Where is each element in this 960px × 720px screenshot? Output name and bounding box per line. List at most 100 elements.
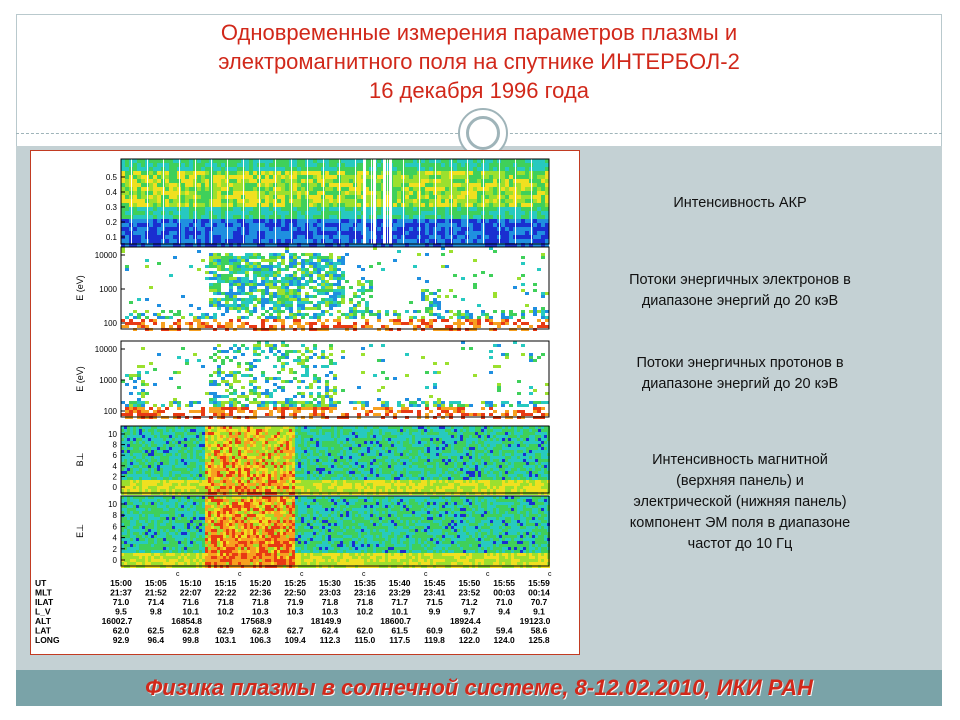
cusp-marker: c: [238, 571, 242, 578]
table-cell: 117.5: [389, 635, 410, 645]
table-cell: 23:03: [319, 588, 341, 598]
table-cell: 62.8: [182, 626, 199, 636]
table-cell: 58.6: [531, 626, 548, 636]
table-cell: 71.7: [391, 597, 408, 607]
table-cell: 9.9: [429, 607, 441, 617]
y-tick-label-e_perp: 2: [113, 545, 118, 554]
table-cell: 62.4: [322, 626, 339, 636]
y-tick-label-b_perp: 8: [113, 441, 118, 450]
table-cell: 122.0: [459, 635, 481, 645]
table-cell: 23:41: [424, 588, 446, 598]
table-cell: 106.3: [250, 635, 272, 645]
table-cell: 124.0: [494, 635, 516, 645]
table-row-name: LAT: [35, 626, 52, 636]
table-cell: 15:15: [215, 578, 237, 588]
cusp-marker: c: [424, 571, 428, 578]
table-cell: 16854.8: [171, 616, 202, 626]
y-tick-label-e_perp: 10: [108, 500, 117, 509]
y-tick-label-b_perp: 10: [108, 430, 117, 439]
y-tick-label-b_perp: 2: [113, 472, 118, 481]
table-cell: 15:35: [354, 578, 376, 588]
table-cell: 96.4: [148, 635, 165, 645]
cusp-marker: c: [176, 571, 180, 578]
label-em-line-3: электрической (нижняя панель): [633, 494, 847, 510]
label-akr-line: Интенсивность АКР: [673, 195, 807, 211]
y-axis-label-electrons: E (eV): [75, 275, 85, 301]
y-tick-label-akr: 0.3: [106, 203, 118, 212]
table-cell: 15:00: [110, 578, 132, 588]
label-electrons-line-1: Потоки энергичных электронов в: [629, 272, 851, 288]
table-cell: 99.8: [182, 635, 199, 645]
table-cell: 125.8: [528, 635, 550, 645]
y-tick-label-e_perp: 0: [113, 556, 118, 565]
akr-spectrogram: [121, 159, 549, 247]
table-cell: 109.4: [285, 635, 307, 645]
table-cell: 103.1: [215, 635, 237, 645]
b-perp-spectrogram: [121, 426, 550, 495]
table-cell: 22:50: [284, 588, 306, 598]
table-cell: 59.4: [496, 626, 513, 636]
cusp-marker: c: [486, 571, 490, 578]
table-cell: 16002.7: [102, 616, 133, 626]
label-protons-line-2: диапазоне энергий до 20 кэВ: [641, 376, 839, 392]
panel-frame-akr: [120, 158, 550, 245]
table-cell: 61.5: [391, 626, 408, 636]
table-cell: 15:25: [284, 578, 306, 588]
y-tick-label-e_perp: 4: [113, 534, 118, 543]
y-tick-label-protons: 1000: [99, 376, 117, 385]
table-cell: 71.4: [148, 597, 165, 607]
table-cell: 62.9: [217, 626, 234, 636]
table-cell: 15:55: [493, 578, 515, 588]
table-cell: 21:52: [145, 588, 167, 598]
table-cell: 10.3: [322, 607, 339, 617]
table-cell: 21:37: [110, 588, 132, 598]
table-row-name: MLT: [35, 588, 53, 598]
table-cell: 22:36: [249, 588, 271, 598]
table-cell: 15:40: [389, 578, 411, 588]
title-line-1: Одновременные измерения параметров плазм…: [220, 20, 738, 45]
table-cell: 71.8: [252, 597, 269, 607]
y-tick-label-electrons: 100: [104, 319, 118, 328]
table-cell: 60.9: [426, 626, 443, 636]
title-line-2: электромагнитного поля на спутнике ИНТЕР…: [218, 49, 740, 74]
label-em-line-1: Интенсивность магнитной: [652, 452, 828, 468]
table-cell: 15:45: [424, 578, 446, 588]
table-cell: 19123.0: [520, 616, 551, 626]
y-tick-label-e_perp: 6: [113, 522, 118, 531]
y-tick-label-akr: 0.4: [106, 188, 118, 197]
table-cell: 15:59: [528, 578, 550, 588]
cusp-marker: c: [362, 571, 366, 578]
y-axis-label-e_perp: E⊥: [75, 524, 85, 538]
label-em: Интенсивность магнитной (верхняя панель)…: [590, 450, 890, 555]
table-cell: 71.8: [322, 597, 339, 607]
instrument-figure: 0.5 0.4 0.3 0.2 0.1 10000 1000 100 E (eV) 10000 10…: [30, 150, 614, 655]
table-cell: 9.1: [533, 607, 545, 617]
footer-text: Физика плазмы в солнечной системе, 8-12.…: [145, 675, 813, 700]
y-tick-label-protons: 100: [104, 407, 118, 416]
table-cell: 18600.7: [380, 616, 411, 626]
e-perp-spectrogram: [121, 496, 550, 568]
table-cell: 71.9: [287, 597, 304, 607]
label-em-line-4: компонент ЭМ поля в диапазоне: [629, 515, 851, 531]
y-tick-label-akr: 0.1: [106, 233, 118, 242]
panel-frame-b_perp: [120, 425, 550, 494]
table-cell: 92.9: [113, 635, 130, 645]
table-cell: 17568.9: [241, 616, 272, 626]
label-protons: Потоки энергичных протонов в диапазоне э…: [590, 353, 890, 395]
cusp-marker: c: [300, 571, 304, 578]
panel-frame-electrons: [120, 246, 550, 330]
y-tick-label-akr: 0.2: [106, 218, 118, 227]
table-cell: 9.5: [115, 607, 127, 617]
table-cell: 23:29: [389, 588, 411, 598]
label-protons-line-1: Потоки энергичных протонов в: [636, 355, 844, 371]
y-tick-label-b_perp: 6: [113, 451, 118, 460]
table-row-name: ILAT: [35, 597, 54, 607]
table-row-name: L_V: [35, 607, 51, 617]
table-cell: 71.2: [461, 597, 478, 607]
table-cell: 15:20: [249, 578, 271, 588]
table-cell: 00:14: [528, 588, 550, 598]
table-row-name: ALT: [35, 616, 52, 626]
table-cell: 62.5: [148, 626, 165, 636]
y-tick-label-electrons: 10000: [95, 251, 118, 260]
